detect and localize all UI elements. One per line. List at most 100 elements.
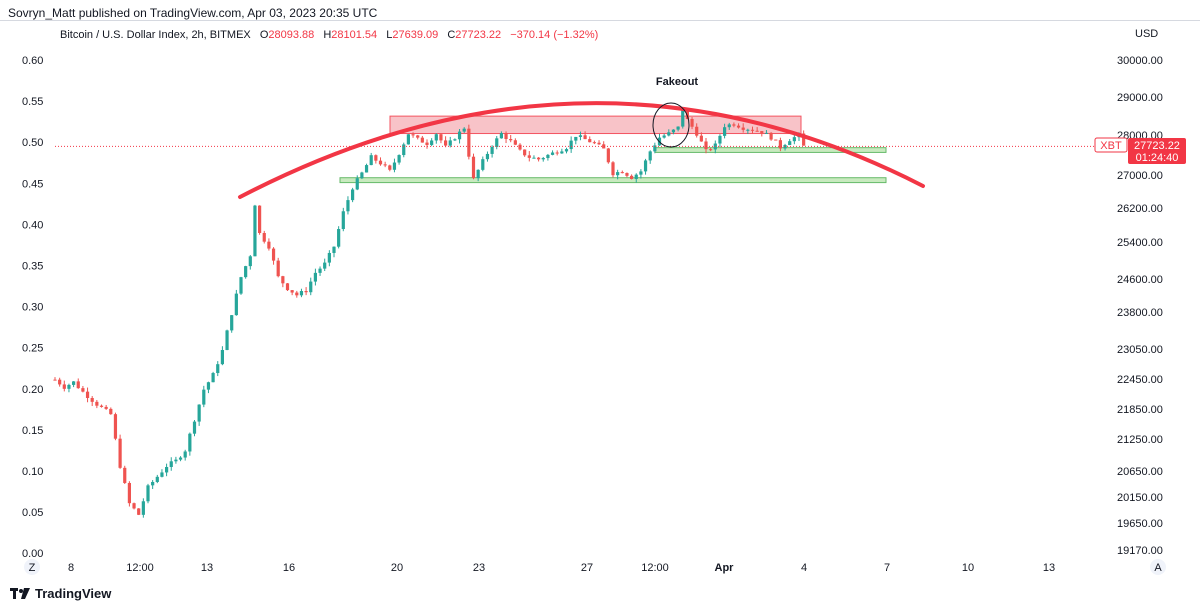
candle-body xyxy=(411,134,415,136)
candle-body xyxy=(676,126,680,130)
candle-body xyxy=(709,149,713,151)
candle-body xyxy=(72,381,76,385)
left-axis-tick: 0.15 xyxy=(22,425,43,437)
x-axis-tick: 4 xyxy=(801,562,807,574)
axis-button-right[interactable]: A xyxy=(1150,559,1166,575)
close-value: 27723.22 xyxy=(455,29,502,41)
candle-body xyxy=(523,149,527,156)
candle-body xyxy=(499,133,503,139)
candle-body xyxy=(388,165,392,170)
candle-body xyxy=(476,169,480,179)
candle-body xyxy=(137,508,141,515)
right-axis-tick: 27000.00 xyxy=(1117,170,1163,182)
candle-body xyxy=(295,292,299,296)
right-axis-tick: 22450.00 xyxy=(1117,374,1163,386)
left-axis-tick: 0.00 xyxy=(22,548,43,560)
candle-body xyxy=(783,144,787,149)
candlestick-chart[interactable]: 0.60 0.55 0.50 0.45 0.40 0.35 0.30 0.25 0.20 0.15… xyxy=(0,20,1200,580)
candle-body xyxy=(723,127,727,136)
axis-button-left[interactable]: Z xyxy=(24,559,40,575)
candle-body xyxy=(76,381,80,389)
candle-body xyxy=(141,501,145,515)
candle-body xyxy=(397,155,401,163)
candle-body xyxy=(639,171,643,175)
candle-body xyxy=(537,157,541,160)
candle-body xyxy=(132,503,136,509)
x-axis-tick: 10 xyxy=(962,562,974,574)
candle-body xyxy=(323,262,327,269)
candle-body xyxy=(239,277,243,294)
open-value: 28093.88 xyxy=(268,29,315,41)
left-axis-tick: 0.35 xyxy=(22,261,43,273)
open-label: O xyxy=(259,29,269,41)
candle-body xyxy=(174,459,178,462)
candle-body xyxy=(444,140,448,146)
left-axis-tick: 0.10 xyxy=(22,466,43,478)
candle-body xyxy=(165,466,169,473)
fakeout-label: Fakeout xyxy=(656,76,699,88)
auto-scale-left-button[interactable] xyxy=(24,559,40,575)
right-axis-tick: 23050.00 xyxy=(1117,344,1163,356)
support-zone xyxy=(339,177,887,184)
tradingview-footer[interactable]: TradingView xyxy=(10,586,111,601)
tradingview-logo-icon xyxy=(10,587,30,599)
price-tag-countdown: 01:24:40 xyxy=(1136,152,1179,164)
candle-body xyxy=(434,134,438,141)
candle-body xyxy=(299,291,304,296)
candle-body xyxy=(597,142,601,145)
candle-body xyxy=(625,173,629,176)
chart-frame xyxy=(0,20,1200,581)
candle-body xyxy=(574,136,578,141)
candle-body xyxy=(671,129,676,133)
high-value: 28101.54 xyxy=(331,29,378,41)
candle-body xyxy=(643,160,648,172)
candle-body xyxy=(211,373,215,383)
price-tag-symbol-bg xyxy=(1094,137,1128,153)
candle-body xyxy=(778,140,782,149)
candle-body xyxy=(378,160,383,165)
x-axis-tick: 12:00 xyxy=(126,562,154,574)
candle-body xyxy=(402,144,406,156)
left-axis-tick: 0.50 xyxy=(22,137,43,149)
right-axis-tick: 29000.00 xyxy=(1117,92,1163,104)
candle-body xyxy=(360,172,364,179)
candle-body xyxy=(169,461,173,467)
candle-body xyxy=(271,248,276,261)
x-axis-tick: 27 xyxy=(581,562,593,574)
candles-layer xyxy=(53,108,806,518)
left-axis-tick: 0.25 xyxy=(22,343,43,355)
candle-body xyxy=(369,155,373,166)
candle-body xyxy=(276,260,280,277)
candle-body xyxy=(383,164,387,166)
x-axis-tick: 23 xyxy=(473,562,485,574)
right-axis-tick: 24600.00 xyxy=(1117,274,1163,286)
candle-body xyxy=(620,172,624,174)
candle-body xyxy=(225,330,229,351)
candle-body xyxy=(146,485,150,502)
candle-body xyxy=(490,146,494,154)
candle-body xyxy=(248,256,252,267)
candle-body xyxy=(290,290,294,293)
candle-body xyxy=(285,283,290,291)
candle-body xyxy=(188,433,192,452)
x-axis-tick: 7 xyxy=(884,562,890,574)
left-axis-tick: 0.05 xyxy=(22,507,43,519)
left-axis-tick: 0.40 xyxy=(22,219,43,231)
low-label: L xyxy=(386,29,393,41)
right-axis-tick: 25400.00 xyxy=(1117,237,1163,249)
candle-body xyxy=(527,155,531,158)
candle-body xyxy=(346,200,350,212)
candle-body xyxy=(681,109,685,127)
candle-body xyxy=(104,406,108,409)
candle-body xyxy=(304,291,308,293)
candle-body xyxy=(374,155,378,161)
low-value: 27639.09 xyxy=(392,29,439,41)
candle-body xyxy=(481,159,485,170)
candle-body xyxy=(611,162,615,176)
candle-body xyxy=(99,405,104,407)
candle-body xyxy=(439,134,443,141)
candle-body xyxy=(160,472,164,477)
auto-scale-right-button[interactable] xyxy=(1150,559,1166,575)
candle-body xyxy=(253,205,257,257)
x-axis-tick: Apr xyxy=(715,562,735,574)
